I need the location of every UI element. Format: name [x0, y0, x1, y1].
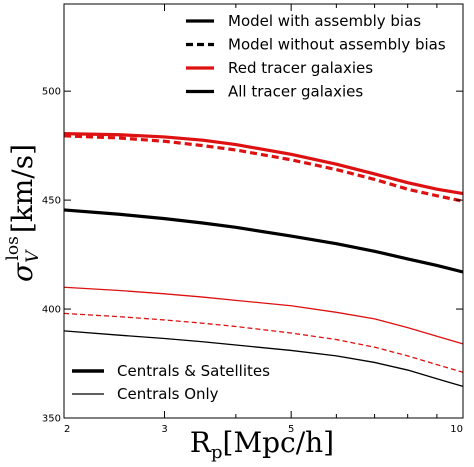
- x-tick-label: 5: [288, 424, 294, 435]
- plot-content: [63, 132, 464, 388]
- y-axis-label-main: σ: [6, 262, 39, 282]
- legend-top-label: Red tracer galaxies: [228, 59, 373, 77]
- series-line-red-co-with: [63, 286, 464, 345]
- x-axis-label-rest: [Mpc/h]: [223, 426, 335, 459]
- legend-top-label: Model without assembly bias: [228, 36, 446, 54]
- legend-bottom-label: Centrals Only: [117, 385, 219, 403]
- x-axis-label-sub: p: [211, 442, 223, 463]
- series-line-all-cs-with: [63, 208, 464, 274]
- y-axis-label-sub: V: [23, 249, 43, 263]
- series-line-red-cs-without: [63, 134, 464, 203]
- legend-top-label: Model with assembly bias: [228, 12, 421, 30]
- y-axis-label-rest: [km/s]: [6, 144, 39, 233]
- plot-frame: [63, 3, 464, 419]
- y-axis-label-sup: los: [3, 236, 23, 260]
- series-line-red-co-without: [63, 312, 464, 373]
- x-axis-label-main: R: [190, 426, 212, 459]
- y-tick-label: 350: [42, 414, 61, 425]
- y-tick-label: 400: [42, 305, 61, 316]
- y-axis-label: σVlos [km/s]: [3, 144, 43, 282]
- series-line-all-co-with: [63, 330, 464, 388]
- legend-top: Model with assembly bias Model without as…: [186, 12, 446, 101]
- x-tick-label: 2: [64, 424, 70, 435]
- y-tick-label: 500: [42, 87, 61, 98]
- axis-labels: Rp[Mpc/h] σVlos [km/s]: [3, 144, 334, 463]
- x-tick-label: 10: [450, 424, 463, 435]
- y-tick-label: 450: [42, 196, 61, 207]
- series-line-red-cs-with: [63, 132, 464, 196]
- x-tick-label: 3: [161, 424, 167, 435]
- legend-bottom-label: Centrals & Satellites: [117, 362, 270, 380]
- axes: 2 3 5 10 350 400 450 500: [42, 3, 464, 435]
- x-axis-label: Rp[Mpc/h]: [190, 426, 334, 463]
- legend-top-label: All tracer galaxies: [228, 83, 363, 101]
- legend-bottom: Centrals & Satellites Centrals Only: [72, 362, 270, 403]
